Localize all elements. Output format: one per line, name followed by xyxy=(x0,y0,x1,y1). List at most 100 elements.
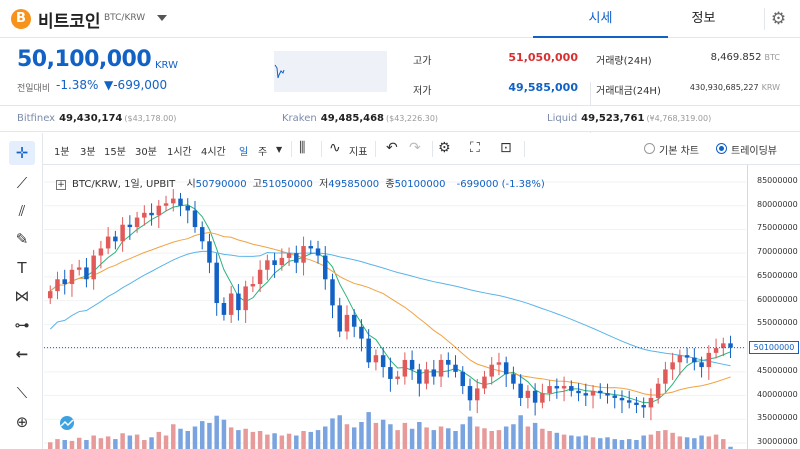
volume-bar xyxy=(366,412,371,449)
volume-bar xyxy=(163,435,169,449)
exchange-price: 49,430,174 xyxy=(59,113,123,124)
interval-30m[interactable]: 30분 xyxy=(135,147,157,158)
y-tick-label: 55000000 xyxy=(757,318,798,328)
candle xyxy=(402,359,408,377)
volume-number: 8,469.852 xyxy=(710,52,762,63)
volume-bar xyxy=(706,436,712,449)
toolbar-divider xyxy=(321,141,322,157)
volume-bar xyxy=(605,437,610,449)
volume-bar xyxy=(569,435,574,449)
ma20-line xyxy=(49,232,731,396)
measure-icon[interactable]: ⊶ xyxy=(14,316,30,334)
price-unit: KRW xyxy=(155,60,178,71)
candle xyxy=(431,369,437,377)
indicator-button[interactable]: 지표 xyxy=(349,147,368,158)
volume-bar xyxy=(670,432,675,449)
fib-icon[interactable]: ⫽ xyxy=(18,202,26,220)
interval-1h[interactable]: 1시간 xyxy=(167,147,192,158)
volume-bar xyxy=(648,434,654,449)
candle xyxy=(706,352,712,368)
top-header: B 비트코인 BTC/KRW 시세 정보 ⚙ xyxy=(0,0,800,38)
radio-tradingview[interactable] xyxy=(716,143,727,154)
gear-icon[interactable]: ⚙ xyxy=(764,8,792,30)
chevron-down-icon[interactable] xyxy=(157,15,167,21)
tab-quote[interactable]: 시세 xyxy=(533,0,668,38)
tab-info[interactable]: 정보 xyxy=(691,11,716,26)
exchange-prices: Bitfinex 49,430,174 ($43,178.00) Kraken 49,… xyxy=(0,106,800,132)
change-amount: ▼-699,000 xyxy=(104,78,168,92)
collapse-icon[interactable]: + xyxy=(56,180,66,190)
volume-bar xyxy=(286,433,292,449)
candle xyxy=(243,286,248,311)
change-rate: -1.38% xyxy=(56,78,99,92)
toolbar-divider xyxy=(375,141,376,157)
chevron-down-icon[interactable]: ▼ xyxy=(276,145,283,154)
candle xyxy=(692,357,697,363)
trend-line-icon[interactable]: ⟋ xyxy=(16,174,28,192)
exchange-foreign-price: ($43,178.00) xyxy=(124,114,177,123)
volume-bar xyxy=(590,437,596,449)
volume-bar xyxy=(619,440,625,449)
candle xyxy=(446,359,451,365)
crosshair-icon[interactable]: ✛ xyxy=(9,141,35,165)
candle xyxy=(91,255,96,280)
interval-1d[interactable]: 일 xyxy=(239,147,249,158)
pattern-icon[interactable]: ⋈ xyxy=(14,287,30,305)
volume-bar xyxy=(351,427,357,449)
back-arrow-icon[interactable]: ← xyxy=(15,345,29,363)
interval-1w[interactable]: 주 xyxy=(258,147,268,158)
ruler-icon[interactable]: ⟍ xyxy=(16,384,28,402)
volume-bar xyxy=(120,433,125,449)
candle xyxy=(207,241,212,263)
chart-legend: + BTC/KRW, 1일, UPBIT 시50790000 고51050000 … xyxy=(56,175,545,190)
interval-15m[interactable]: 15분 xyxy=(104,147,126,158)
candle xyxy=(496,362,502,365)
legend-title: BTC/KRW, 1일, UPBIT xyxy=(72,179,176,190)
cloud-icon[interactable] xyxy=(56,415,78,431)
volume-bar xyxy=(76,437,82,449)
radio-basic-chart[interactable] xyxy=(644,143,655,154)
volume-bar xyxy=(301,431,306,449)
drawing-tools: ✛ ⟋ ⫽ ✎ T ⋈ ⊶ ← ⟍ ⊕ xyxy=(0,133,43,449)
coin-name[interactable]: 비트코인 xyxy=(38,12,101,32)
volume-bar xyxy=(62,440,67,449)
brush-icon[interactable]: ✎ xyxy=(15,230,29,248)
turnover-unit: KRW xyxy=(761,83,780,92)
candle xyxy=(467,386,473,401)
candle xyxy=(142,212,147,218)
low-value: 49,585,000 xyxy=(508,81,578,94)
indicator-icon[interactable]: ∿ xyxy=(329,140,341,156)
candle xyxy=(626,400,632,403)
text-icon[interactable]: T xyxy=(17,259,27,277)
camera-icon[interactable]: ⊡ xyxy=(500,140,512,156)
volume-bar xyxy=(315,430,321,449)
volume-bar xyxy=(236,430,241,449)
turnover-number: 430,930,685,227 xyxy=(689,83,759,92)
candle xyxy=(149,212,154,216)
price-axis[interactable]: 85000000 80000000 75000000 70000000 65000000… xyxy=(747,165,800,449)
basic-chart-label[interactable]: 기본 차트 xyxy=(659,146,699,157)
volume-bar xyxy=(540,428,545,449)
candlestick-chart[interactable] xyxy=(44,166,746,449)
interval-1m[interactable]: 1분 xyxy=(54,147,70,158)
interval-4h[interactable]: 4시간 xyxy=(201,147,226,158)
candle xyxy=(55,279,60,292)
candle xyxy=(713,348,719,353)
undo-icon[interactable]: ↶ xyxy=(386,140,398,156)
redo-icon[interactable]: ↷ xyxy=(409,140,421,156)
candle-type-icon[interactable]: ⫼ xyxy=(299,140,306,156)
tradingview-label[interactable]: 트레이딩뷰 xyxy=(731,146,777,157)
candle xyxy=(366,338,371,363)
legend-open: 50790000 xyxy=(195,179,247,190)
volume-bar xyxy=(294,435,299,449)
interval-3m[interactable]: 3분 xyxy=(80,147,96,158)
candle xyxy=(192,210,198,228)
settings-icon[interactable]: ⚙ xyxy=(438,140,451,156)
fullscreen-icon[interactable]: ⛶ xyxy=(470,140,480,156)
candle xyxy=(69,269,75,285)
volume-bar xyxy=(250,431,256,449)
zoom-icon[interactable]: ⊕ xyxy=(15,413,29,431)
volume-bar xyxy=(113,439,118,449)
legend-high: 51050000 xyxy=(261,179,313,190)
candle xyxy=(438,359,444,377)
